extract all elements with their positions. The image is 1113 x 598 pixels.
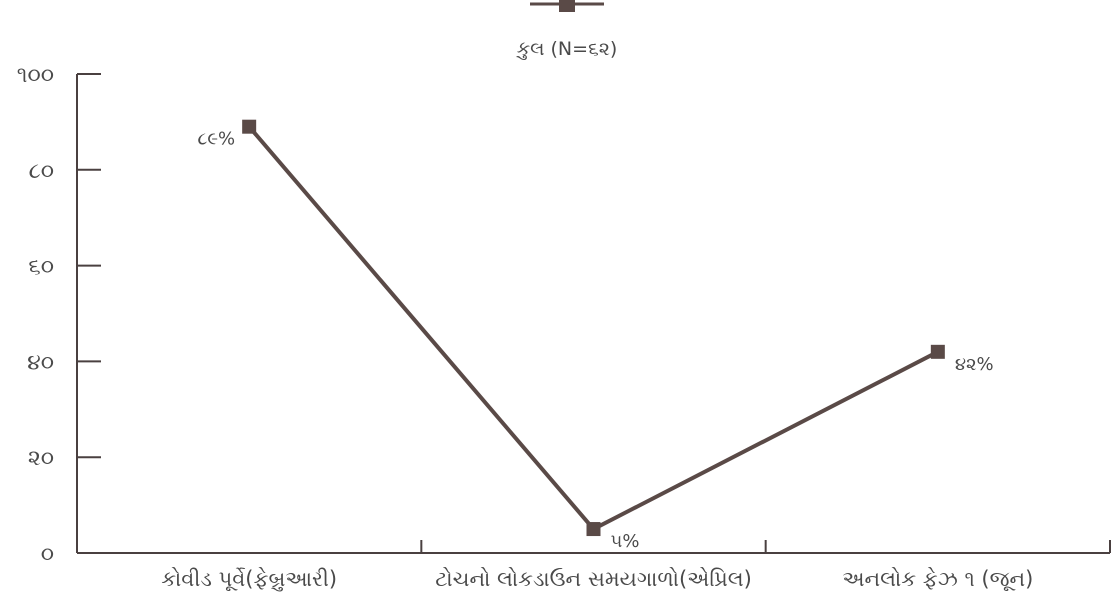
axes	[76, 74, 1110, 554]
x-ticks: કોવીડ પૂર્વે(ફેબ્રુઆરી) ટોચનો લોકડાઉન સમય…	[161, 540, 1111, 592]
x-category-label: કોવીડ પૂર્વે(ફેબ્રુઆરી)	[161, 567, 337, 592]
data-point-marker	[242, 119, 257, 134]
y-tick-label: ૪૦	[27, 350, 54, 375]
series-layer: ૮૯% ૫% ૪૨%	[197, 119, 994, 552]
x-category-label: અનલોક ફેઝ ૧ (જૂન)	[842, 567, 1033, 592]
y-tick-label: ૬૦	[28, 255, 54, 280]
y-tick-label: ૨૦	[28, 446, 54, 471]
series-line	[247, 125, 939, 532]
data-label: ૪૨%	[955, 354, 994, 375]
y-tick-label: ૧૦૦	[17, 63, 54, 88]
legend-square-marker	[559, 0, 575, 12]
y-ticks: ૦ ૨૦ ૪૦ ૬૦ ૮૦ ૧૦૦	[17, 63, 101, 567]
data-label: ૫%	[611, 531, 640, 552]
data-label: ૮૯%	[197, 129, 235, 150]
y-tick-label: ૮૦	[29, 159, 54, 184]
data-point-marker	[586, 522, 601, 537]
legend: કુલ (N=૬૨)	[515, 0, 617, 60]
data-point-marker	[930, 344, 945, 359]
y-tick-label: ૦	[41, 542, 54, 567]
legend-label: કુલ (N=૬૨)	[515, 38, 617, 60]
x-category-label: ટોચનો લોકડાઉન સમયગાળો(એપ્રિલ)	[435, 567, 752, 591]
